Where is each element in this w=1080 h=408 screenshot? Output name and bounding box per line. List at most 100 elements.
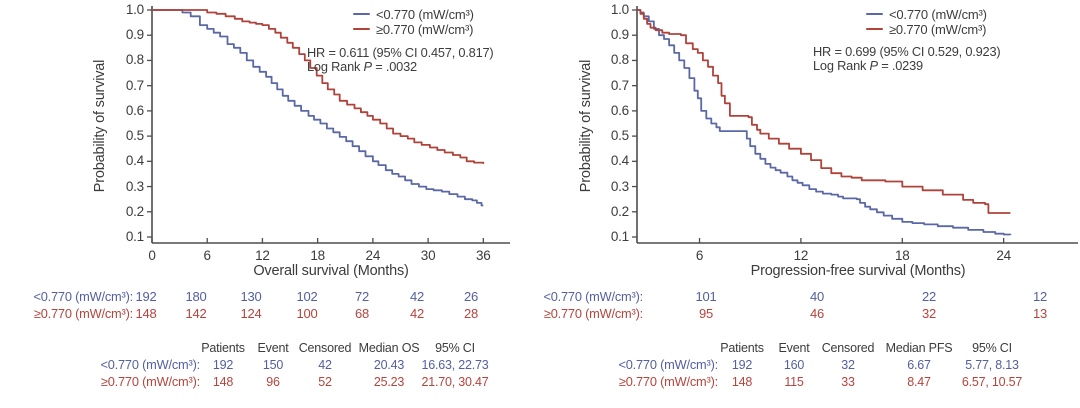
legend-label: ≥0.770 (mW/cm³): [889, 21, 987, 37]
stat-header: Event: [257, 341, 289, 355]
y-tick-label: 0.6: [610, 102, 629, 118]
legend-item-low: <0.770 (mW/cm³): [353, 7, 474, 21]
y-tick-label: 1.0: [610, 2, 629, 17]
y-tick-label: 0.8: [610, 52, 629, 68]
risk-count: 130: [240, 289, 262, 304]
legend-label: <0.770 (mW/cm³): [376, 6, 474, 22]
risk-count: 102: [296, 289, 318, 304]
logrank-annotation: Log Rank P = .0032: [307, 60, 417, 74]
stat-header: Median PFS: [885, 341, 953, 355]
logrank-p-symbol: P: [363, 59, 373, 74]
logrank-value: = .0239: [877, 58, 923, 73]
risk-count: 148: [135, 306, 157, 321]
stat-value: 160: [783, 358, 805, 372]
stat-value: 16.63, 22.73: [421, 358, 489, 372]
x-tick-label: 0: [148, 248, 156, 263]
risk-count: 13: [1032, 306, 1048, 321]
y-tick-label: 0.2: [125, 203, 144, 219]
y-tick-label: 0.5: [125, 128, 144, 144]
axis-lines: [636, 6, 1078, 244]
y-tick-label: 0.4: [610, 153, 629, 169]
stat-value: 6.67: [907, 358, 931, 372]
risk-count: 101: [695, 289, 717, 304]
y-tick-label: 1.0: [125, 2, 144, 17]
x-tick-label: 6: [203, 248, 212, 263]
legend-label: ≥0.770 (mW/cm³): [376, 21, 474, 37]
km-curve-blue: [637, 9, 1012, 236]
y-tick-label: 0.2: [610, 203, 629, 219]
km-curve-red: [637, 9, 1011, 214]
x-axis-title: Overall survival (Months): [253, 263, 409, 279]
stat-value: 33: [841, 375, 855, 389]
y-tick-label: 0.7: [610, 77, 629, 93]
stat-value: 25.23: [373, 375, 405, 389]
risk-count: 95: [698, 306, 714, 321]
x-tick-label: 12: [793, 248, 809, 263]
stat-value: 148: [731, 375, 753, 389]
risk-count: 32: [921, 306, 937, 321]
stat-value: 192: [212, 358, 234, 372]
x-tick-label: 24: [996, 248, 1011, 263]
hazard-ratio-annotation: HR = 0.699 (95% CI 0.529, 0.923): [813, 44, 1001, 59]
y-tick-label: 0.1: [610, 229, 629, 244]
risk-count: 28: [463, 306, 479, 321]
y-tick-label: 0.7: [125, 77, 144, 93]
legend-item-high: ≥0.770 (mW/cm³): [866, 21, 987, 37]
x-tick-label: 24: [365, 248, 381, 263]
stat-value: 5.77, 8.13: [965, 358, 1019, 372]
risk-count: 46: [809, 306, 825, 321]
stats-row-label: ≥0.770 (mW/cm³):: [618, 374, 718, 389]
stat-header: Patients: [720, 341, 764, 355]
risk-count: 100: [296, 306, 318, 321]
blue-line-swatch-icon: [353, 12, 370, 16]
x-tick-label: 12: [255, 248, 270, 263]
y-axis-title: Probability of survival: [92, 59, 108, 193]
y-tick-label: 0.9: [125, 27, 144, 43]
y-tick-label: 0.5: [610, 128, 629, 144]
red-line-swatch-icon: [866, 27, 883, 31]
logrank-prefix: Log Rank: [813, 58, 870, 73]
y-tick-label: 0.3: [125, 178, 144, 194]
legend-label: <0.770 (mW/cm³): [889, 6, 987, 22]
y-tick-label: 0.8: [125, 52, 144, 68]
x-tick-label: 36: [475, 248, 491, 263]
stat-value: 52: [318, 375, 332, 389]
km-curve-red: [152, 9, 485, 164]
stat-value: 6.57, 10.57: [961, 375, 1023, 389]
risk-row-label: <0.770 (mW/cm³):: [543, 289, 643, 304]
risk-count: 124: [240, 306, 262, 321]
stats-row-label: <0.770 (mW/cm³):: [618, 357, 718, 372]
risk-count: 26: [463, 289, 479, 304]
y-axis-title: Probability of survival: [578, 59, 594, 193]
stat-header: Censored: [821, 341, 875, 355]
risk-count: 68: [354, 306, 370, 321]
blue-line-swatch-icon: [866, 12, 883, 16]
risk-row-label: ≥0.770 (mW/cm³):: [33, 306, 133, 321]
y-tick-label: 0.4: [125, 153, 144, 169]
stat-value: 192: [731, 358, 753, 372]
risk-count: 42: [409, 306, 425, 321]
y-tick-label: 0.1: [125, 229, 144, 244]
legend-item-high: ≥0.770 (mW/cm³): [353, 21, 474, 37]
risk-row-label: ≥0.770 (mW/cm³):: [543, 306, 643, 321]
legend-item-low: <0.770 (mW/cm³): [866, 7, 987, 21]
y-tick-label: 0.6: [125, 102, 144, 118]
stat-value: 42: [318, 358, 332, 372]
x-tick-label: 18: [310, 248, 325, 263]
stat-value: 8.47: [907, 375, 931, 389]
risk-count: 22: [921, 289, 937, 304]
x-tick-label: 18: [894, 248, 910, 263]
stat-header: 95% CI: [972, 341, 1012, 355]
stat-value: 20.43: [373, 358, 405, 372]
risk-count: 40: [809, 289, 825, 304]
stat-value: 32: [841, 358, 855, 372]
stat-value: 115: [784, 375, 804, 389]
x-axis-title: Progression-free survival (Months): [750, 263, 966, 279]
red-line-swatch-icon: [353, 27, 370, 31]
risk-count: 12: [1032, 289, 1048, 304]
stat-value: 96: [266, 375, 280, 389]
stat-header: Censored: [298, 341, 352, 355]
risk-count: 180: [185, 289, 207, 304]
